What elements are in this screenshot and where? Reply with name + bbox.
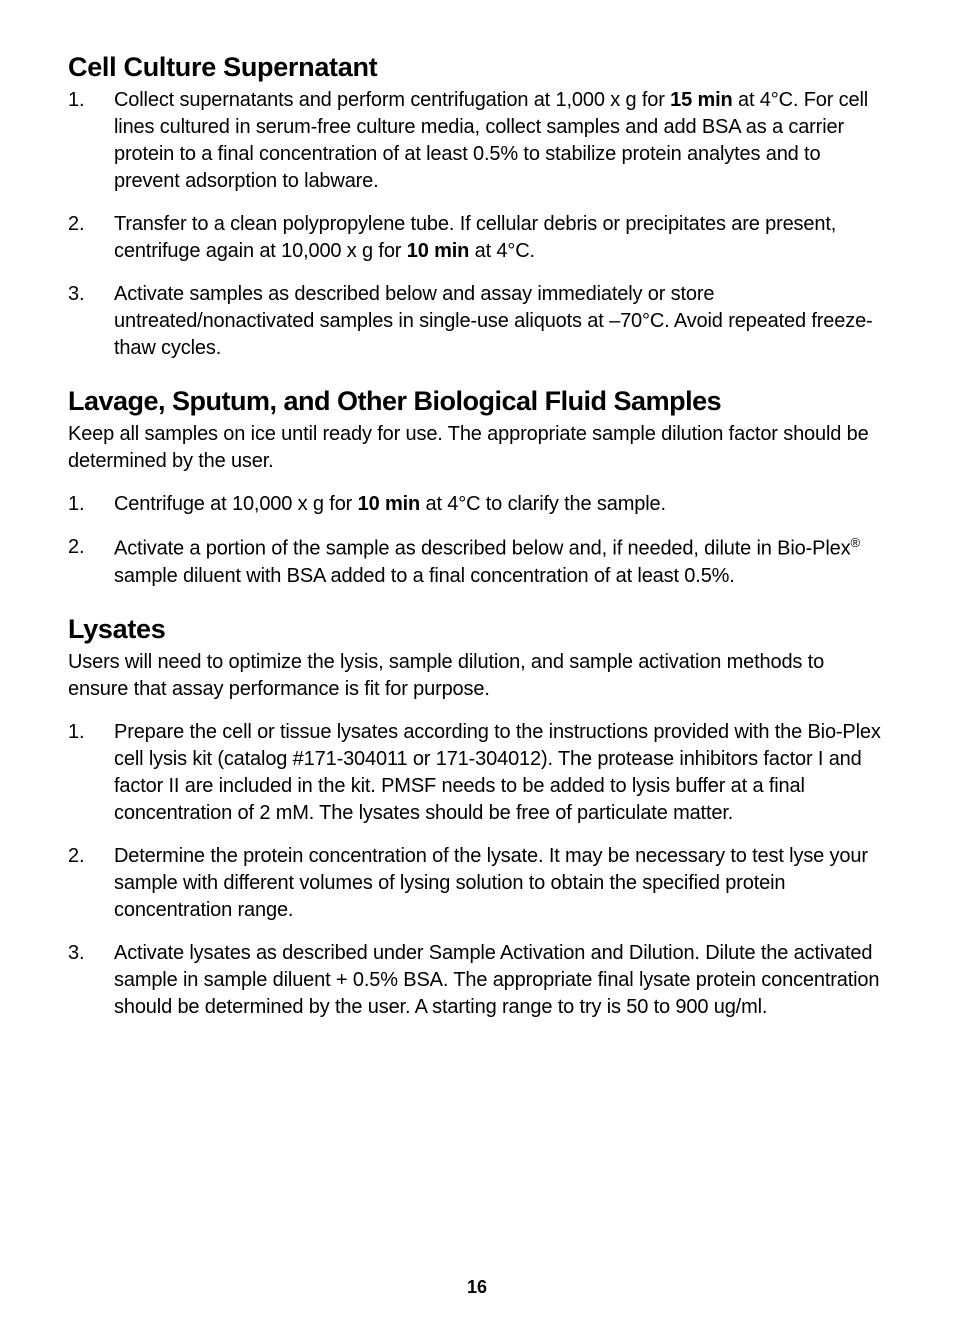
list-item: Transfer to a clean polypropylene tube. … [68,211,886,265]
list-item: Prepare the cell or tissue lysates accor… [68,719,886,827]
page-number: 16 [0,1277,954,1298]
list-item: Determine the protein concentration of t… [68,843,886,924]
section-lysates: Lysates Users will need to optimize the … [68,614,886,1021]
list-item: Activate samples as described below and … [68,281,886,362]
heading-lavage: Lavage, Sputum, and Other Biological Flu… [68,386,886,417]
list-item: Activate a portion of the sample as desc… [68,534,886,590]
list-item: Collect supernatants and perform centrif… [68,87,886,195]
heading-cell-culture: Cell Culture Supernatant [68,52,886,83]
list-item: Centrifuge at 10,000 x g for 10 min at 4… [68,491,886,518]
heading-lysates: Lysates [68,614,886,645]
section-cell-culture: Cell Culture Supernatant Collect superna… [68,52,886,362]
section-lavage: Lavage, Sputum, and Other Biological Flu… [68,386,886,590]
list-cell-culture: Collect supernatants and perform centrif… [68,87,886,362]
list-lysates: Prepare the cell or tissue lysates accor… [68,719,886,1021]
list-lavage: Centrifuge at 10,000 x g for 10 min at 4… [68,491,886,590]
list-item: Activate lysates as described under Samp… [68,940,886,1021]
intro-lysates: Users will need to optimize the lysis, s… [68,649,886,703]
intro-lavage: Keep all samples on ice until ready for … [68,421,886,475]
